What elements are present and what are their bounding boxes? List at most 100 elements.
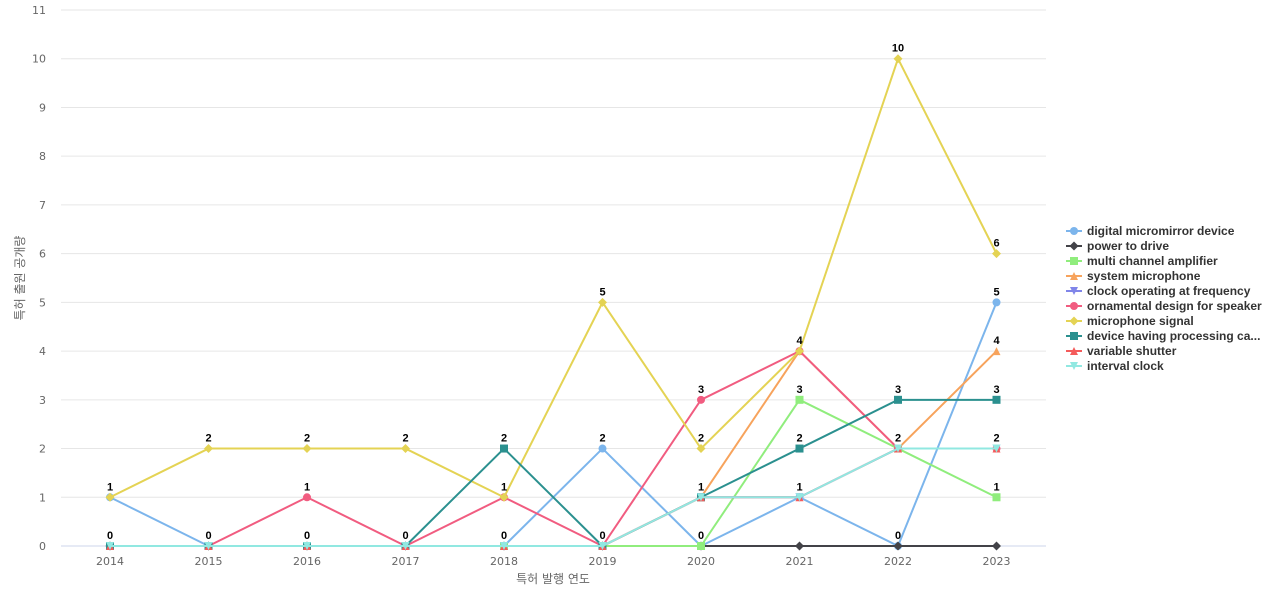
series-digital-micromirror-device [106, 298, 1001, 550]
x-tick-label: 2019 [589, 555, 617, 568]
x-tick-label: 2020 [687, 555, 715, 568]
legend-label: device having processing ca... [1087, 329, 1260, 343]
data-point [992, 493, 1001, 502]
data-label: 1 [501, 481, 507, 493]
data-point [401, 542, 410, 550]
data-point [893, 541, 903, 551]
legend-marker [1070, 347, 1078, 355]
data-label: 0 [402, 530, 408, 542]
data-label: 1 [698, 481, 704, 493]
legend-marker [1070, 272, 1078, 280]
data-label: 0 [698, 530, 704, 542]
legend-item[interactable]: digital micromirror device [1066, 224, 1235, 238]
legend-marker [1070, 287, 1078, 295]
data-label: 3 [698, 384, 704, 396]
x-axis-ticks: 2014 2015 2016 2017 2018 2019 2020 2021 2022 2023 [96, 555, 1011, 568]
legend-item[interactable]: ornamental design for speaker [1066, 299, 1262, 313]
data-label: 2 [501, 433, 507, 445]
y-tick-label: 3 [39, 394, 46, 407]
data-label: 3 [796, 384, 802, 396]
y-tick-label: 1 [39, 491, 46, 504]
data-label: 2 [895, 433, 901, 445]
data-point [697, 542, 705, 550]
x-tick-label: 2021 [786, 555, 814, 568]
legend-marker [1070, 332, 1078, 340]
data-point [795, 444, 804, 453]
y-tick-label: 2 [39, 443, 46, 456]
data-point [795, 395, 804, 404]
data-label: 2 [304, 433, 310, 445]
grid-lines [61, 9, 1046, 547]
data-label: 0 [599, 530, 605, 542]
data-point [105, 492, 115, 502]
legend-item[interactable]: device having processing ca... [1066, 329, 1260, 343]
data-point [598, 444, 607, 453]
legend-item[interactable]: variable shutter [1066, 344, 1177, 358]
legend-label: digital micromirror device [1087, 224, 1235, 238]
x-tick-label: 2015 [195, 555, 223, 568]
legend-marker [1069, 241, 1079, 251]
legend-item[interactable]: microphone signal [1066, 314, 1194, 328]
y-tick-label: 10 [32, 53, 46, 66]
y-axis-title: 특허 출원 공개량 [13, 236, 27, 321]
data-label: 5 [599, 286, 605, 298]
y-tick-label: 0 [39, 540, 46, 553]
series-line [109, 57, 998, 499]
data-point [992, 395, 1001, 404]
data-point [894, 395, 902, 404]
series-line [109, 301, 998, 547]
data-point [499, 492, 509, 502]
y-tick-label: 9 [39, 101, 46, 114]
data-label: 4 [796, 335, 803, 347]
data-point [696, 444, 706, 454]
legend-label: clock operating at frequency [1087, 284, 1251, 298]
data-point [992, 541, 1001, 551]
series-group [105, 54, 1001, 551]
data-label: 1 [993, 481, 999, 493]
data-label: 1 [107, 481, 113, 493]
series-device-having-processing-ca- [106, 395, 1001, 550]
data-point [401, 444, 410, 454]
data-point [697, 493, 705, 502]
data-point [303, 493, 311, 502]
x-tick-label: 2017 [392, 555, 420, 568]
legend-item[interactable]: system microphone [1066, 269, 1201, 283]
data-point [992, 444, 1001, 453]
legend-marker [1070, 362, 1078, 370]
legend-label: ornamental design for speaker [1087, 299, 1262, 313]
data-label: 2 [599, 433, 605, 445]
data-point [795, 493, 804, 502]
legend-label: power to drive [1087, 239, 1169, 253]
legend-marker [1070, 302, 1078, 310]
series-line [110, 447, 997, 547]
legend-item[interactable]: interval clock [1066, 359, 1164, 373]
y-tick-label: 7 [39, 199, 46, 212]
legend-marker [1069, 316, 1079, 326]
data-label: 0 [895, 530, 901, 542]
series-line [110, 398, 997, 547]
x-tick-label: 2016 [293, 555, 321, 568]
data-point [500, 444, 508, 453]
data-label: 2 [993, 433, 999, 445]
legend-item[interactable]: clock operating at frequency [1066, 284, 1251, 298]
data-label: 2 [796, 433, 802, 445]
legend-item[interactable]: multi channel amplifier [1066, 254, 1218, 268]
y-tick-label: 8 [39, 150, 46, 163]
data-point [204, 444, 213, 454]
y-tick-label: 11 [32, 4, 46, 17]
legend-item[interactable]: power to drive [1066, 239, 1169, 253]
data-point [302, 444, 312, 454]
data-label: 0 [107, 530, 113, 542]
data-label: 1 [796, 481, 802, 493]
y-tick-label: 5 [39, 296, 46, 309]
data-point [992, 298, 1001, 307]
data-point [795, 541, 804, 551]
data-label: 0 [205, 530, 211, 542]
x-axis-title: 특허 발행 연도 [516, 571, 590, 586]
legend-label: interval clock [1087, 359, 1164, 373]
series-interval-clock [106, 444, 1001, 550]
data-point [992, 249, 1001, 259]
